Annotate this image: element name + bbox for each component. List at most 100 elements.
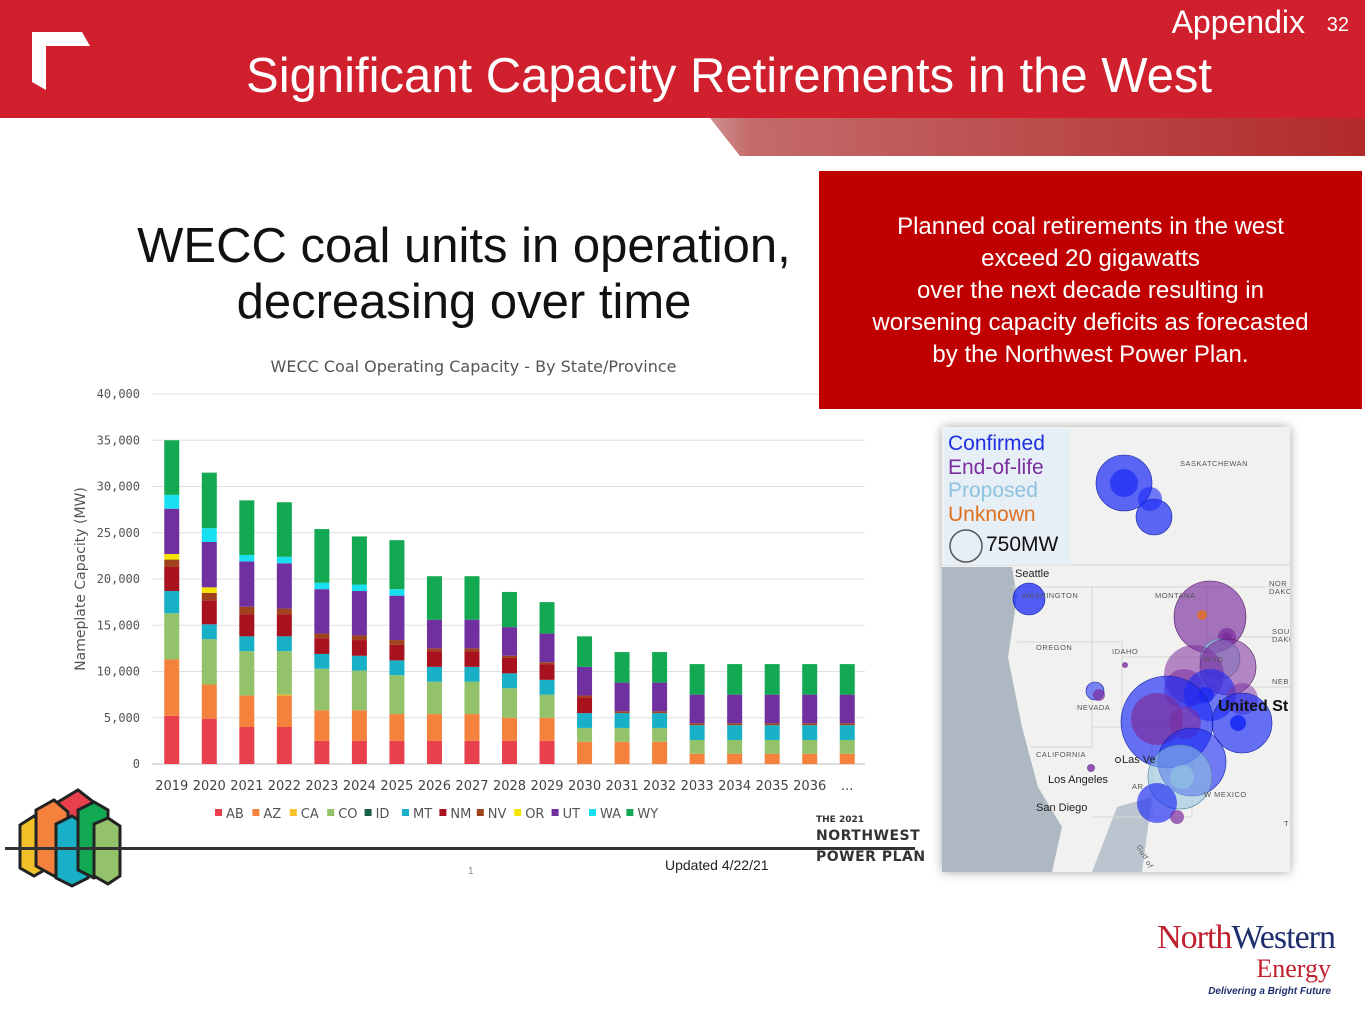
bar-segment-nv xyxy=(764,723,780,726)
bar-segment-wy xyxy=(652,652,668,683)
bar-segment-ut xyxy=(502,627,517,656)
bar-segment-wy xyxy=(689,664,705,695)
bar-segment-nm xyxy=(239,614,255,637)
legend-label-id: ID xyxy=(376,807,390,820)
bar-segment-mt xyxy=(164,591,180,614)
x-tick-label: ... xyxy=(841,779,853,794)
legend-label-or: OR xyxy=(525,807,544,820)
x-tick-label: 2020 xyxy=(193,779,226,794)
bar-segment-wy xyxy=(389,540,405,590)
label-new-mexico: W MEXICO xyxy=(1204,790,1247,799)
bar-segment-ut xyxy=(426,619,442,649)
northwestern-energy-logo: NorthWestern Energy Delivering a Bright … xyxy=(1130,920,1336,998)
bar-segment-wy xyxy=(201,472,217,529)
label-los-angeles: Los Angeles xyxy=(1048,774,1108,786)
legend-label-ca: CA xyxy=(301,807,319,820)
bar-segment-ut xyxy=(314,589,330,634)
bar-segment-co xyxy=(577,727,593,742)
bar-segment-nm xyxy=(502,657,517,674)
legend-end-of-life: End-of-life xyxy=(948,456,1044,479)
bar-segment-wy xyxy=(539,602,555,634)
bar-segment-mt xyxy=(652,713,668,728)
bar-segment-nv xyxy=(727,723,743,726)
bar-segment-ut xyxy=(201,542,217,588)
y-tick-label: 20,000 xyxy=(97,572,140,586)
bar-segment-wy xyxy=(164,440,180,495)
bar-segment-mt xyxy=(502,673,517,689)
bar-segment-nv xyxy=(276,608,292,615)
bar-segment-mt xyxy=(614,713,630,728)
bar-segment-ab xyxy=(239,727,255,764)
x-tick-label: 2023 xyxy=(305,779,338,794)
label-seattle: Seattle xyxy=(1015,568,1050,580)
legend-swatch-wy xyxy=(626,809,634,816)
legend-confirmed: Confirmed xyxy=(948,432,1045,455)
legend-swatch-co xyxy=(327,809,335,816)
bar-segment-az xyxy=(539,717,555,741)
legend-swatch-mt xyxy=(402,809,409,816)
x-tick-label: 2022 xyxy=(268,779,301,794)
plan-line3: POWER PLAN xyxy=(816,849,926,865)
legend-swatch-nv xyxy=(476,809,484,816)
corner-bracket-icon xyxy=(32,32,90,90)
label-north-dakota-1: NOR xyxy=(1269,579,1288,588)
bar-segment-wa xyxy=(389,589,405,596)
bar-segment-mt xyxy=(389,660,405,676)
bar-segment-wy xyxy=(502,591,517,628)
bar-segment-ab xyxy=(389,740,405,764)
bar-segment-co xyxy=(164,613,180,660)
bar-segment-az xyxy=(276,695,292,727)
bar-segment-nv xyxy=(239,606,255,615)
label-san-diego: San Diego xyxy=(1036,802,1088,814)
bar-segment-mt xyxy=(802,725,818,740)
y-tick-label: 10,000 xyxy=(97,665,140,679)
bar-segment-mt xyxy=(464,666,480,682)
bar-segment-co xyxy=(839,739,855,754)
bar-segment-ut xyxy=(764,694,780,724)
bar-segment-wa xyxy=(351,584,367,592)
x-tick-label: 2031 xyxy=(606,779,639,794)
label-las-vegas: Las Ve xyxy=(1122,754,1156,766)
x-tick-label: 2030 xyxy=(568,779,601,794)
bar-segment-nm xyxy=(201,600,217,625)
y-tick-label: 40,000 xyxy=(97,387,140,401)
bar-segment-nv xyxy=(464,648,480,652)
company-name-energy: Energy xyxy=(1256,954,1331,983)
bar-segment-co xyxy=(276,651,292,695)
y-tick-label: 25,000 xyxy=(97,526,140,540)
bar-segment-co xyxy=(426,681,442,715)
bar-segment-co xyxy=(239,651,255,696)
bar-segment-ut xyxy=(539,633,555,663)
legend-label-wy: WY xyxy=(637,807,658,820)
bar-segment-ab xyxy=(276,727,292,764)
label-united-states: United St xyxy=(1218,698,1289,715)
bar-segment-nv xyxy=(314,633,330,639)
company-name-line1: NorthWestern xyxy=(1130,920,1336,956)
bar-segment-az xyxy=(314,710,330,741)
bar-segment-wy xyxy=(727,664,743,695)
bar-segment-az xyxy=(164,659,180,716)
y-tick-label: 0 xyxy=(133,757,140,771)
y-tick-label: 5,000 xyxy=(104,711,140,725)
updated-date: Updated 4/22/21 xyxy=(665,857,769,873)
bar-segment-wy xyxy=(276,502,292,557)
y-tick-label: 30,000 xyxy=(97,480,140,494)
bar-segment-co xyxy=(464,681,480,715)
chart-heading-line1: WECC coal units in operation, xyxy=(137,219,791,273)
header-stripe xyxy=(0,118,1365,156)
legend-swatch-ab xyxy=(215,809,222,816)
x-tick-label: 2036 xyxy=(793,779,826,794)
page-number: 32 xyxy=(1326,14,1349,36)
bar-segment-wy xyxy=(464,576,480,620)
label-saskatchewan: SASKATCHEWAN xyxy=(1180,459,1249,468)
legend-label-mt: MT xyxy=(413,807,432,820)
bar-segment-ca xyxy=(276,694,292,696)
bar-segment-nv xyxy=(164,559,180,567)
bar-segment-ut xyxy=(276,563,292,609)
bar-segment-co xyxy=(539,694,555,718)
coal-retirement-map: SASKATCHEWAN Seattle WASHINGTON MONTANA … xyxy=(942,427,1290,872)
label-south-dakota-1: SOU xyxy=(1272,627,1290,636)
bar-segment-az xyxy=(502,717,517,741)
bar-segment-az xyxy=(802,753,818,764)
bar-segment-nm xyxy=(389,644,405,661)
